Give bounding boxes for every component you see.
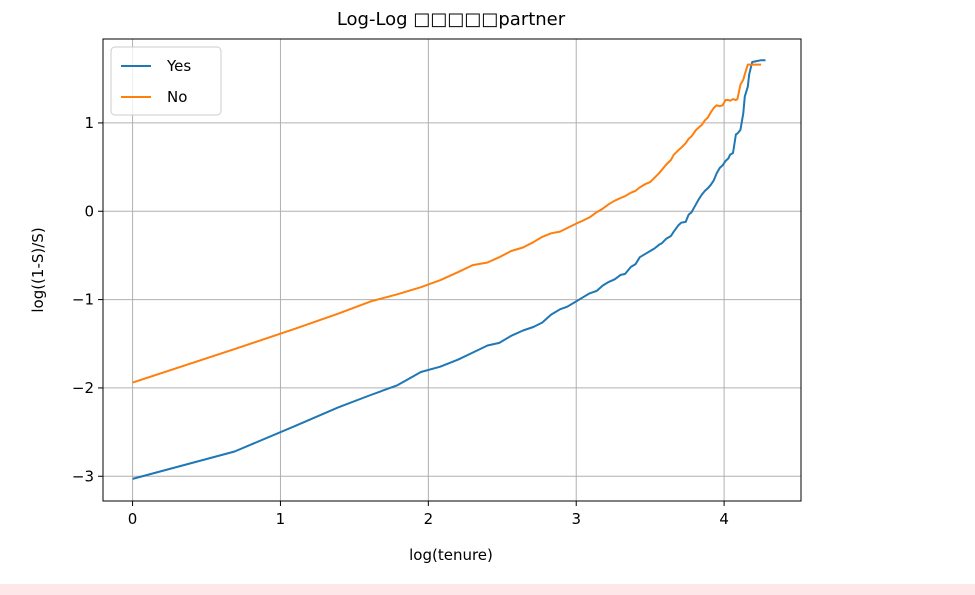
x-tick-label: 4	[719, 510, 729, 528]
x-tick-label: 1	[276, 510, 286, 528]
y-tick-label: −3	[72, 467, 94, 485]
grid-lines	[103, 39, 801, 501]
legend-box	[110, 46, 222, 116]
y-tick-label: 0	[84, 202, 94, 220]
legend: Yes No	[110, 46, 222, 116]
stderr-output-strip	[0, 584, 975, 595]
x-tick-label: 2	[424, 510, 434, 528]
legend-label-no: No	[167, 88, 187, 106]
x-axis-label: log(tenure)	[409, 546, 493, 564]
y-axis-label: log((1-S)/S)	[29, 227, 47, 312]
y-tick-label: −2	[72, 379, 94, 397]
x-tick-label: 0	[128, 510, 138, 528]
chart-title: Log-Log □□□□□partner	[337, 9, 566, 30]
y-tick-label: 1	[84, 114, 94, 132]
series-line-yes	[132, 59, 766, 480]
y-tick-label: −1	[72, 291, 94, 309]
series-line-no	[132, 63, 762, 384]
x-tick-label: 3	[571, 510, 581, 528]
plot-frame	[102, 38, 802, 502]
legend-label-yes: Yes	[166, 57, 191, 75]
series-lines	[132, 59, 766, 480]
x-axis-ticks: 0 1 2 3 4	[128, 501, 729, 528]
y-axis-ticks: 1 0 −1 −2 −3	[72, 114, 103, 485]
